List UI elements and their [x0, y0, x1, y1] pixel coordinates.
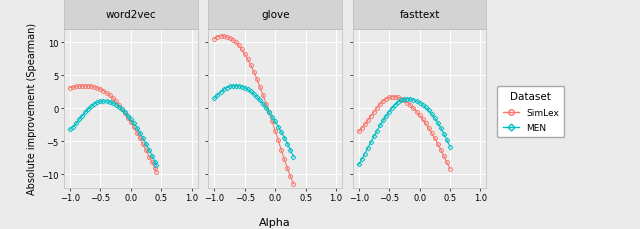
Y-axis label: Absolute improvement (Spearman): Absolute improvement (Spearman): [27, 23, 36, 194]
Text: fasttext: fasttext: [399, 10, 440, 20]
Legend: SimLex, MEN: SimLex, MEN: [497, 87, 564, 138]
Text: word2vec: word2vec: [106, 10, 156, 20]
Text: Alpha: Alpha: [259, 217, 291, 227]
Text: glove: glove: [261, 10, 289, 20]
